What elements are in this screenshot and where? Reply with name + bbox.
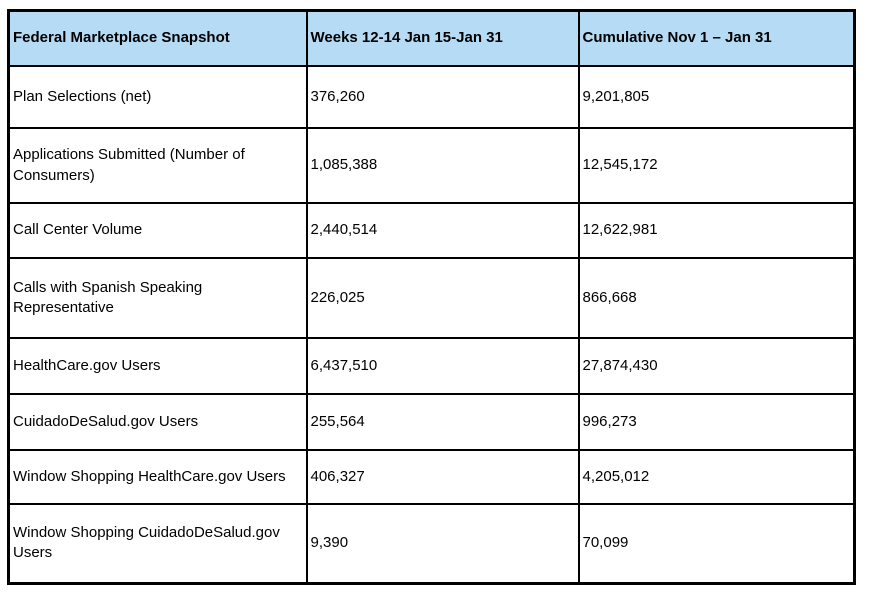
metric-value-cell: 9,201,805 — [577, 65, 856, 129]
metric-value-cell: 12,545,172 — [577, 127, 856, 204]
header-row: Federal Marketplace Snapshot Weeks 12-14… — [7, 9, 856, 67]
header-cell-snapshot: Federal Marketplace Snapshot — [7, 9, 308, 67]
metric-value-cell: 9,390 — [305, 503, 580, 584]
metric-value-cell: 866,668 — [577, 257, 856, 339]
metric-value-cell: 12,622,981 — [577, 202, 856, 259]
metric-label-cell: Plan Selections (net) — [7, 65, 308, 129]
metric-value-cell: 406,327 — [305, 449, 580, 505]
table-row: Window Shopping HealthCare.gov Users 406,… — [7, 449, 856, 505]
table-header: Federal Marketplace Snapshot Weeks 12-14… — [7, 9, 856, 67]
metric-label-cell: Window Shopping HealthCare.gov Users — [7, 449, 308, 505]
metric-value-cell: 1,085,388 — [305, 127, 580, 204]
metric-value-cell: 70,099 — [577, 503, 856, 584]
metric-value-cell: 226,025 — [305, 257, 580, 339]
table-row: Applications Submitted (Number of Consum… — [7, 127, 856, 204]
table-row: Calls with Spanish Speaking Representati… — [7, 257, 856, 339]
metric-label-cell: Applications Submitted (Number of Consum… — [7, 127, 308, 204]
table-row: Plan Selections (net) 376,260 9,201,805 — [7, 65, 856, 129]
metric-value-cell: 996,273 — [577, 393, 856, 451]
metric-value-cell: 2,440,514 — [305, 202, 580, 259]
table-row: CuidadoDeSalud.gov Users 255,564 996,273 — [7, 393, 856, 451]
metric-value-cell: 255,564 — [305, 393, 580, 451]
table-row: Call Center Volume 2,440,514 12,622,981 — [7, 202, 856, 259]
metric-label-cell: Window Shopping CuidadoDeSalud.gov Users — [7, 503, 308, 584]
metric-label-cell: Call Center Volume — [7, 202, 308, 259]
metric-label-cell: HealthCare.gov Users — [7, 337, 308, 395]
header-cell-weeks: Weeks 12-14 Jan 15-Jan 31 — [305, 9, 580, 67]
table-body: Plan Selections (net) 376,260 9,201,805 App… — [7, 65, 856, 584]
federal-marketplace-snapshot-table: Federal Marketplace Snapshot Weeks 12-14… — [7, 9, 856, 585]
metric-label-cell: Calls with Spanish Speaking Representati… — [7, 257, 308, 339]
metric-value-cell: 4,205,012 — [577, 449, 856, 505]
table-row: HealthCare.gov Users 6,437,510 27,874,430 — [7, 337, 856, 395]
metric-value-cell: 6,437,510 — [305, 337, 580, 395]
metric-value-cell: 27,874,430 — [577, 337, 856, 395]
metric-value-cell: 376,260 — [305, 65, 580, 129]
metric-label-cell: CuidadoDeSalud.gov Users — [7, 393, 308, 451]
header-cell-cumulative: Cumulative Nov 1 – Jan 31 — [577, 9, 856, 67]
table-row: Window Shopping CuidadoDeSalud.gov Users… — [7, 503, 856, 584]
